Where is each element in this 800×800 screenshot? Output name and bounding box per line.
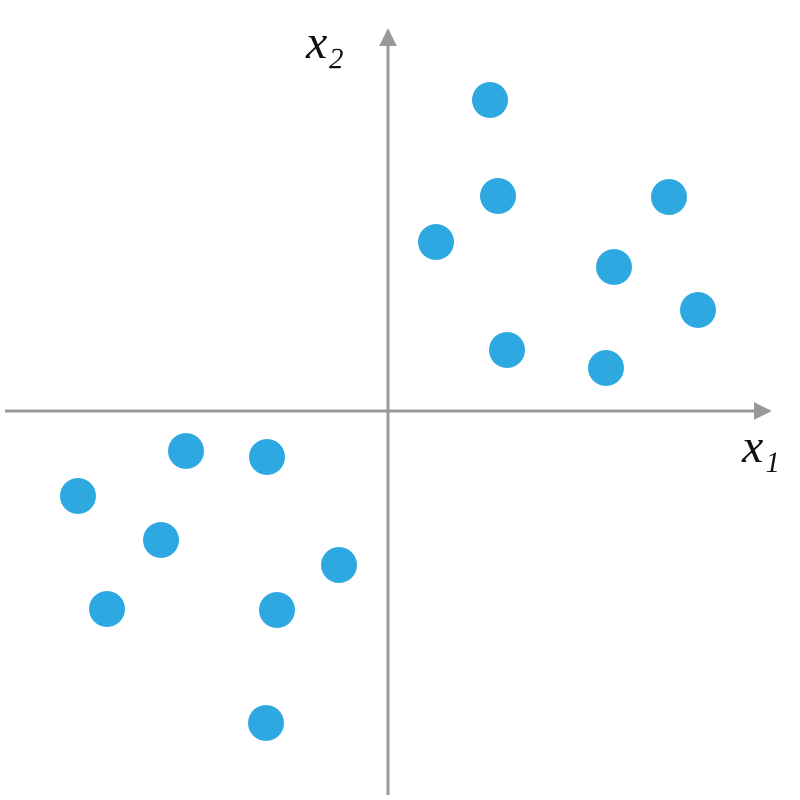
point <box>143 522 179 558</box>
point <box>472 82 508 118</box>
point <box>248 705 284 741</box>
point <box>651 179 687 215</box>
point <box>249 439 285 475</box>
point <box>588 350 624 386</box>
point <box>321 547 357 583</box>
point <box>259 592 295 628</box>
point <box>89 591 125 627</box>
point <box>596 249 632 285</box>
point <box>418 224 454 260</box>
point <box>489 332 525 368</box>
point <box>168 433 204 469</box>
point <box>680 292 716 328</box>
x-axis-label: x₁ <box>741 420 780 473</box>
y-axis-label: x₂ <box>305 16 344 69</box>
point <box>60 478 96 514</box>
point <box>480 178 516 214</box>
